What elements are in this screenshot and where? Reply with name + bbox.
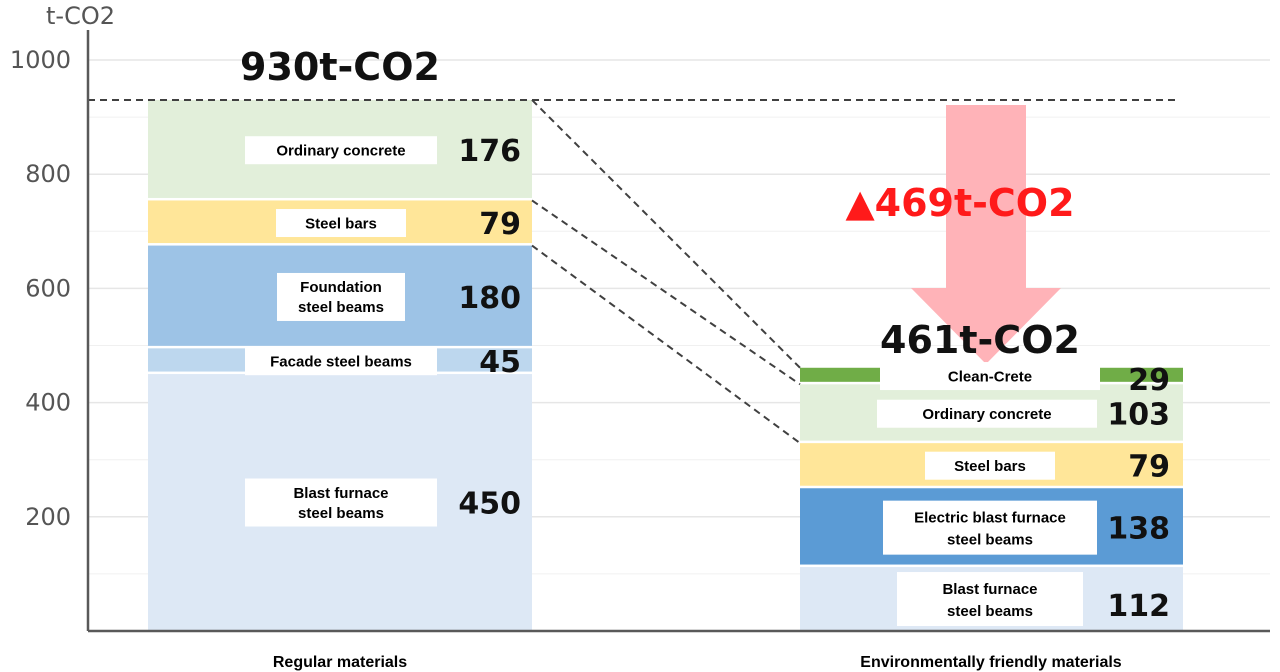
total-label-friendly: 461t-CO2 — [880, 318, 1080, 362]
segment-label-box — [883, 500, 1097, 555]
segment-label: Steel bars — [954, 458, 1026, 475]
segment-label-box — [897, 572, 1083, 627]
segment-label-line: Ordinary concrete — [276, 142, 405, 159]
segment-label: Steel bars — [305, 215, 377, 232]
segment-labels: Blast furnace steel beams 450 Facade steel … — [245, 134, 1170, 627]
y-tick-label: 1000 — [10, 46, 71, 74]
segment-label-line: steel beams — [298, 505, 384, 522]
segment-label-line: Ordinary concrete — [922, 406, 1051, 423]
segment-label: Clean-Crete — [948, 368, 1032, 385]
reduction-label: ▲469t-CO2 — [845, 181, 1074, 225]
segment-label-box — [277, 272, 405, 321]
segment-label-box — [877, 399, 1097, 428]
segment-value: 176 — [458, 134, 521, 169]
segment-label-box — [925, 451, 1055, 480]
segment-label-line: Steel bars — [954, 458, 1026, 475]
segment-label-line: Blast furnace — [293, 485, 388, 502]
segment-label: Foundation steel beams — [298, 279, 384, 316]
reduction-arrow-shape — [911, 104, 1061, 364]
segment-value: 45 — [479, 345, 521, 380]
axes — [86, 30, 1270, 633]
segment-label: Ordinary concrete — [276, 142, 405, 159]
segment-value: 29 — [1128, 363, 1170, 398]
y-tick-label: 600 — [25, 274, 71, 302]
connector-line — [531, 199, 801, 386]
segment-value: 450 — [458, 487, 521, 522]
segment-value: 103 — [1107, 398, 1170, 433]
segment-label-box — [245, 347, 437, 376]
y-axis: t-CO2 200 400 600 800 1000 — [10, 2, 115, 531]
y-tick-label: 800 — [25, 160, 71, 188]
segment-value: 138 — [1107, 512, 1170, 547]
y-axis-unit: t-CO2 — [46, 2, 115, 30]
segment-value: 79 — [479, 207, 521, 242]
segment-value: 79 — [1128, 450, 1170, 485]
segment-value: 112 — [1107, 589, 1170, 624]
segment-label-line: Facade steel beams — [270, 353, 412, 370]
segment-label-line: steel beams — [298, 299, 384, 316]
connector-line — [531, 99, 801, 369]
segment-label-line: Steel bars — [305, 215, 377, 232]
y-tick-label: 400 — [25, 389, 71, 417]
segment-label-line: Clean-Crete — [948, 368, 1032, 385]
segment-label-box — [276, 209, 406, 238]
segment-value: 180 — [458, 281, 521, 316]
total-label-regular: 930t-CO2 — [240, 45, 440, 89]
segment-label-line: Foundation — [300, 279, 382, 296]
segment-label-box — [880, 362, 1100, 391]
segment-label-line: Electric blast furnace — [914, 510, 1066, 527]
segment-label: Electric blast furnace steel beams — [914, 510, 1066, 549]
connector-lines — [88, 98, 1175, 444]
segment-label: Ordinary concrete — [922, 406, 1051, 423]
segment-label-line: Blast furnace — [942, 581, 1037, 598]
connector-line — [531, 244, 801, 444]
y-tick-label: 200 — [25, 503, 71, 531]
segment-label-box — [245, 478, 437, 527]
segment-label-line: steel beams — [947, 603, 1033, 620]
segment-label: Blast furnace steel beams — [293, 485, 388, 522]
reduction-arrow — [911, 104, 1061, 364]
totals: 930t-CO2 461t-CO2 ▲469t-CO2 — [240, 45, 1080, 362]
category-labels: Regular materials Environmentally friend… — [273, 654, 1122, 671]
segment-label-line: steel beams — [947, 532, 1033, 549]
segment-label-box — [245, 136, 437, 165]
category-label-friendly: Environmentally friendly materials — [860, 654, 1122, 671]
category-label-regular: Regular materials — [273, 654, 407, 671]
segment-label: Blast furnace steel beams — [942, 581, 1037, 620]
segment-label: Facade steel beams — [270, 353, 412, 370]
